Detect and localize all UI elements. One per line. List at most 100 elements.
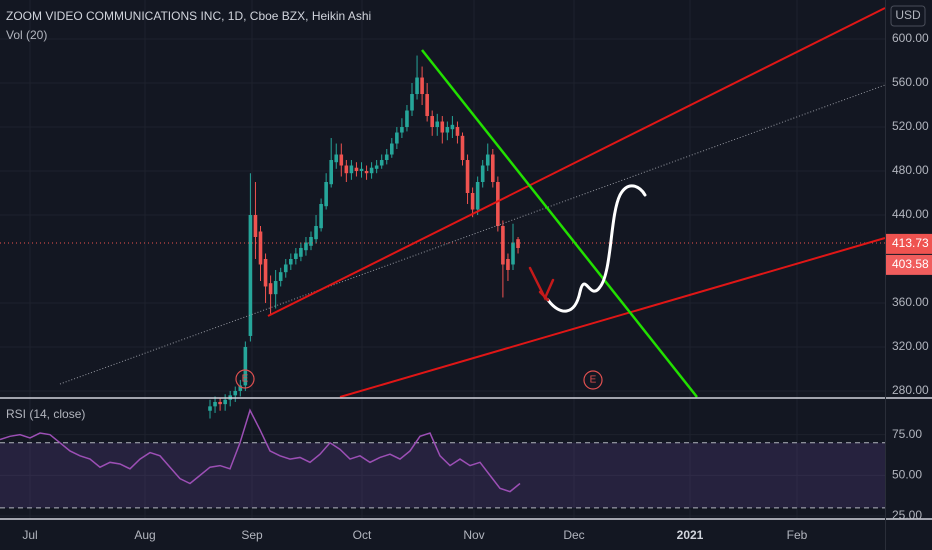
x-tick-label: Sep (241, 528, 263, 542)
event-marker: E (583, 370, 603, 390)
y-tick-label: 440.00 (892, 207, 929, 221)
candle-body (496, 182, 500, 226)
event-label: E (242, 374, 249, 385)
candle-body (384, 154, 389, 161)
rsi-tick-label: 50.00 (892, 468, 922, 482)
candle-body (218, 401, 222, 405)
rsi-line (0, 408, 521, 493)
candle-body (319, 203, 323, 229)
x-tick-label: 2021 (677, 528, 704, 542)
green-trendline (421, 49, 698, 398)
rsi-tick-label: 25.00 (892, 508, 922, 522)
candle-body (263, 258, 268, 287)
price-marker-label: 413.73 (892, 236, 929, 250)
drawing-mark (528, 266, 555, 302)
candle-body (516, 239, 520, 248)
chart-title: ZOOM VIDEO COMMUNICATIONS INC, 1D, Cboe … (6, 9, 371, 23)
candle-body (485, 154, 490, 166)
candle-body (470, 193, 475, 210)
candle-body (440, 121, 445, 133)
rsi-band-fill (0, 442, 885, 508)
candle-body (405, 110, 409, 128)
candle-body (430, 116, 434, 128)
candle-body (480, 165, 485, 183)
candles (208, 55, 520, 419)
candle-body (475, 182, 480, 210)
rsi-title: RSI (14, close) (6, 407, 85, 421)
candle-body (243, 346, 248, 386)
candle-body (415, 77, 419, 95)
candle-body (379, 160, 384, 166)
x-tick-label: Aug (134, 528, 155, 542)
volume-label: Vol (20) (6, 28, 47, 42)
candle-body (460, 135, 465, 161)
red-trendline (267, 7, 886, 317)
candle-body (314, 225, 318, 240)
event-label: E (590, 375, 597, 386)
dotted-trendline (59, 84, 886, 385)
y-tick-label: 560.00 (892, 75, 929, 89)
candle-body (278, 272, 283, 281)
candle-body (506, 258, 510, 270)
candle-body (420, 77, 424, 95)
y-tick-label: 600.00 (892, 31, 929, 45)
x-tick-label: Jul (22, 528, 37, 542)
candle-body (359, 168, 364, 172)
candle-body (511, 242, 515, 265)
candle-body (455, 127, 460, 136)
y-tick-label: 360.00 (892, 295, 929, 309)
candle-body (445, 127, 450, 133)
price-marker-box (886, 233, 932, 254)
candle-body (213, 401, 217, 407)
event-circle (235, 369, 255, 389)
candle-body (349, 165, 354, 174)
x-tick-label: Oct (353, 528, 372, 542)
candle-body (354, 167, 359, 172)
candle-body (283, 264, 288, 273)
candle-body (208, 406, 212, 411)
candle-body (395, 132, 399, 144)
candle-body (425, 94, 429, 117)
candle-body (410, 94, 414, 111)
candle-body (258, 231, 263, 265)
rsi-tick-label: 75.00 (892, 427, 922, 441)
currency: USD (895, 8, 921, 22)
candle-body (400, 127, 404, 133)
candle-body (501, 225, 505, 265)
event-marker: E (235, 369, 255, 389)
candle-body (491, 154, 495, 183)
candle-body (324, 182, 328, 207)
y-tick-label: 480.00 (892, 163, 929, 177)
candle-body (309, 236, 313, 246)
candle-body (233, 390, 238, 396)
candle-body (334, 154, 339, 163)
candle-body (450, 124, 455, 130)
candle-body (273, 280, 278, 295)
y-tick-label: 520.00 (892, 119, 929, 133)
price-marker-label: 403.58 (892, 257, 929, 271)
red-trendline (339, 237, 886, 398)
x-tick-label: Feb (787, 528, 808, 542)
price-marker-box (886, 254, 932, 275)
candle-body (238, 385, 243, 391)
x-tick-label: Dec (563, 528, 584, 542)
axes: Jul Aug Sep Oct Nov Dec 2021 Feb 600.00 560.00 520… (22, 31, 932, 542)
candle-body (248, 214, 253, 336)
drawing-curve (546, 184, 647, 313)
rsi-pane (0, 408, 885, 509)
candle-body (268, 283, 273, 295)
candle-body (339, 154, 344, 166)
candle-body (289, 258, 293, 265)
y-tick-label: 320.00 (892, 339, 929, 353)
candle-body (304, 242, 308, 251)
candle-body (369, 167, 374, 174)
candle-body (374, 165, 379, 169)
candle-body (435, 121, 440, 128)
candle-body (299, 247, 303, 257)
candle-body (364, 171, 369, 174)
candle-body (223, 399, 227, 405)
currency-box (890, 5, 926, 27)
x-tick-label: Nov (463, 528, 484, 542)
